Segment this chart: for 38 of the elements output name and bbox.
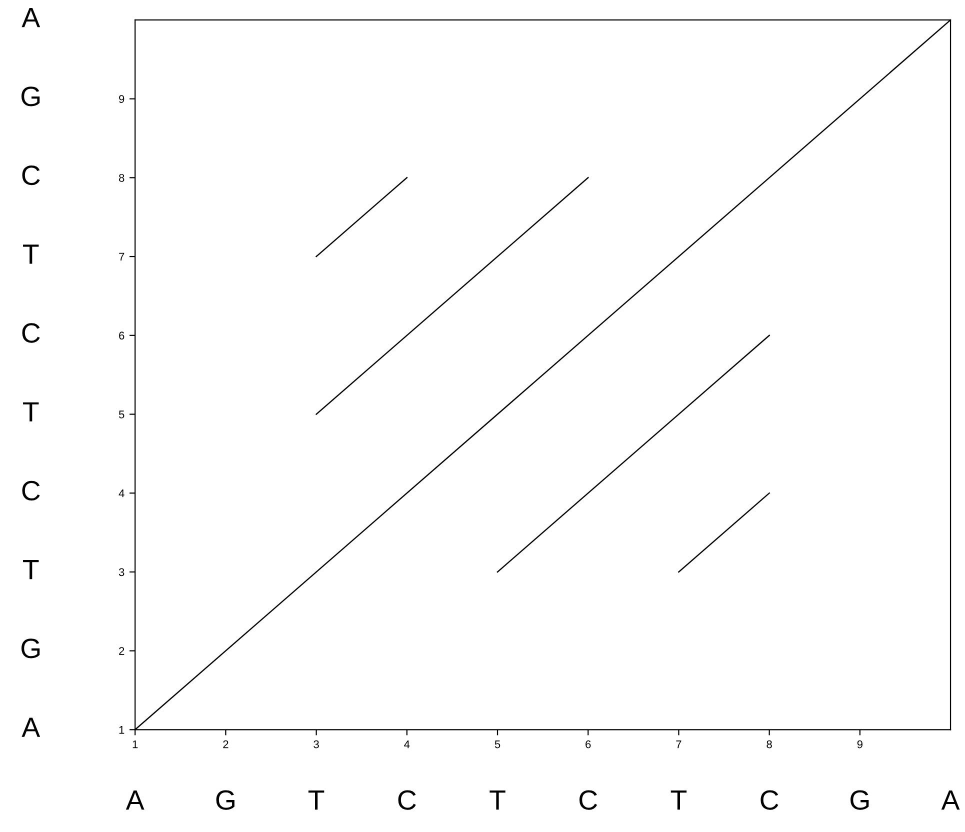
text: C <box>22 480 40 501</box>
x-tick-label: 6 <box>586 740 591 748</box>
text: T <box>308 790 324 810</box>
text: A <box>22 8 40 28</box>
text: A <box>22 718 40 737</box>
text: A <box>941 790 960 810</box>
y-tick-label: 8 <box>118 174 124 182</box>
text: T <box>670 790 687 810</box>
text: C <box>22 165 40 186</box>
text: G <box>21 86 40 106</box>
text: G <box>850 790 869 810</box>
x-tick-label: 7 <box>676 740 682 748</box>
text: C <box>760 790 778 810</box>
text: A <box>126 790 144 810</box>
y-tick-label: 9 <box>119 95 124 103</box>
text: C <box>579 790 598 810</box>
x-tick-label: 8 <box>766 740 772 748</box>
text: G <box>216 790 234 810</box>
text: T <box>23 244 39 264</box>
y-tick-label: 6 <box>119 332 124 340</box>
y-tick-label: 4 <box>118 489 124 498</box>
x-tick-label: 9 <box>857 740 862 748</box>
x-tick-label: 1 <box>132 740 138 748</box>
x-tick-label: 2 <box>223 740 228 748</box>
text: T <box>23 402 39 422</box>
y-tick-label: 5 <box>118 410 124 418</box>
text: G <box>21 638 40 658</box>
x-tick-label: 3 <box>314 740 319 748</box>
x-tick-label: 4 <box>404 740 410 748</box>
y-tick-label: 1 <box>119 726 124 734</box>
text: T <box>490 790 506 810</box>
y-tick-label: 2 <box>119 647 124 655</box>
y-tick-label: 7 <box>119 252 124 261</box>
text: C <box>398 790 416 810</box>
y-tick-label: 3 <box>118 568 124 576</box>
text: C <box>22 323 40 343</box>
x-tick-label: 5 <box>494 740 500 748</box>
text: T <box>23 560 39 580</box>
